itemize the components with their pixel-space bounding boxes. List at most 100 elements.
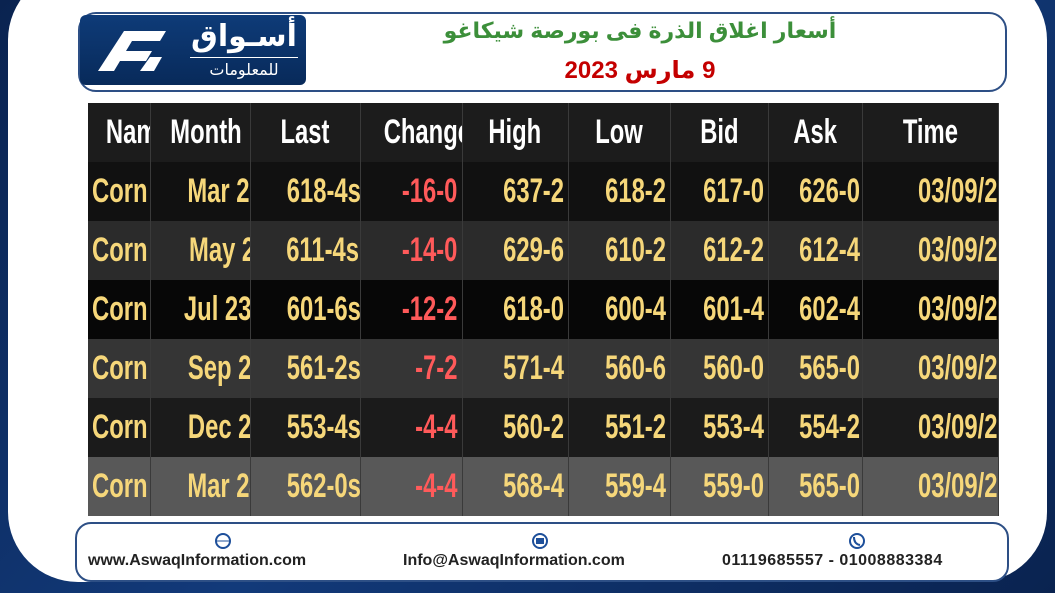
footer-box <box>75 522 1009 582</box>
table-cell-text: 601-4 <box>702 290 764 328</box>
table-cell-text: 559-4 <box>604 467 666 505</box>
table-cell-text: 602-4 <box>798 290 860 328</box>
table-cell-text: 03/09/2023 <box>917 467 997 505</box>
table-cell: 559-4 <box>568 457 671 516</box>
table-cell-text: -7-2 <box>415 349 458 387</box>
table-cell-text: 560-2 <box>502 408 564 446</box>
table-cell: 03/09/2023 <box>862 162 999 221</box>
column-header-text: Name <box>105 113 149 151</box>
table-cell: Corn <box>88 221 151 280</box>
table-cell-text: Corn <box>92 290 148 328</box>
table-cell-text: Corn <box>92 172 148 210</box>
table-cell-text: Jul 23 <box>183 290 250 328</box>
table-cell-text: 618-4s <box>286 172 360 210</box>
column-header-text: Month <box>169 113 242 151</box>
table-cell-text: 617-0 <box>702 172 764 210</box>
table-cell: 618-4s <box>250 162 361 221</box>
table-cell: 553-4s <box>250 398 361 457</box>
column-header: High <box>462 103 569 162</box>
table-cell-text: 601-6s <box>286 290 360 328</box>
table-cell-text: Mar 24 <box>186 467 249 505</box>
table-cell: 610-2 <box>568 221 671 280</box>
table-cell-text: 03/09/2023 <box>917 349 997 387</box>
table-cell-text: 612-2 <box>702 231 764 269</box>
column-header: Ask <box>768 103 863 162</box>
header-row: Name Month Last Change High Low Bid Ask Time <box>88 103 999 162</box>
column-header-text: High <box>488 113 542 151</box>
table-cell-text: 03/09/2023 <box>917 290 997 328</box>
column-header: Last <box>250 103 361 162</box>
table-row: Corn Mar 24 562-0s -4-4 568-4 559-4 559-0 565-0… <box>88 457 999 516</box>
table-cell-text: 03/09/2023 <box>917 231 997 269</box>
table-cell-text: 600-4 <box>604 290 666 328</box>
website: www.AswaqInformation.com <box>88 552 307 569</box>
table-cell: 565-0 <box>768 457 863 516</box>
table-cell-text: -4-4 <box>415 408 458 446</box>
column-header: Bid <box>670 103 769 162</box>
column-header: Low <box>568 103 671 162</box>
table-cell: -14-0 <box>360 221 463 280</box>
table-row: Corn Dec 23 553-4s -4-4 560-2 551-2 553-4 554-2… <box>88 398 999 457</box>
date: 9 مارس 2023 <box>564 57 716 84</box>
table-cell-text: 03/09/2023 <box>917 408 997 446</box>
table-cell: 601-6s <box>250 280 361 339</box>
table-cell: 565-0 <box>768 339 863 398</box>
column-header-text: Bid <box>699 113 739 151</box>
table-cell-text: 565-0 <box>798 467 860 505</box>
table-cell: -4-4 <box>360 457 463 516</box>
table-cell-text: 553-4s <box>286 408 360 446</box>
table-cell: 602-4 <box>768 280 863 339</box>
column-header: Change <box>360 103 463 162</box>
table-cell: 553-4 <box>670 398 769 457</box>
table-cell: 612-2 <box>670 221 769 280</box>
column-header: Time <box>862 103 999 162</box>
table-cell-text: Corn <box>92 231 148 269</box>
table-row: Corn May 23 611-4s -14-0 629-6 610-2 612-2 612-… <box>88 221 999 280</box>
table-cell: Jul 23 <box>150 280 251 339</box>
column-header: Name <box>88 103 151 162</box>
table-cell-text: 618-2 <box>604 172 666 210</box>
table-cell-text: 03/09/2023 <box>917 172 997 210</box>
table-cell: Mar 24 <box>150 457 251 516</box>
phone-icon <box>849 533 865 549</box>
table-cell-text: 559-0 <box>702 467 764 505</box>
logo-mark <box>98 31 166 71</box>
table-row: Corn Mar 23 618-4s -16-0 637-2 618-2 617-0 626-… <box>88 162 999 221</box>
table-cell: Corn <box>88 280 151 339</box>
table-cell-text: 618-0 <box>502 290 564 328</box>
table-cell: 03/09/2023 <box>862 457 999 516</box>
table-cell: 560-2 <box>462 398 569 457</box>
table-cell-text: 562-0s <box>286 467 360 505</box>
table-cell: -7-2 <box>360 339 463 398</box>
table-cell: Mar 23 <box>150 162 251 221</box>
table-cell-text: 568-4 <box>502 467 564 505</box>
table-cell-text: 560-0 <box>702 349 764 387</box>
table-cell: 571-4 <box>462 339 569 398</box>
table-cell-text: 629-6 <box>502 231 564 269</box>
table-cell-text: 561-2s <box>286 349 360 387</box>
table-cell: 561-2s <box>250 339 361 398</box>
table-cell: 560-0 <box>670 339 769 398</box>
column-header-text: Last <box>280 113 330 151</box>
table-cell-text: Sep 23 <box>187 349 250 387</box>
table-cell-text: 553-4 <box>702 408 764 446</box>
table-cell: 618-2 <box>568 162 671 221</box>
table-cell-text: Mar 23 <box>186 172 249 210</box>
table-cell-text: 611-4s <box>285 231 359 269</box>
table-cell: 617-0 <box>670 162 769 221</box>
table-cell: 560-6 <box>568 339 671 398</box>
table-cell-text: May 23 <box>188 231 249 269</box>
table-cell-text: 626-0 <box>798 172 860 210</box>
table-cell-text: 612-4 <box>798 231 860 269</box>
table-cell: 554-2 <box>768 398 863 457</box>
table-cell: May 23 <box>150 221 251 280</box>
table-cell: 629-6 <box>462 221 569 280</box>
table-cell: 611-4s <box>250 221 361 280</box>
phones: 01119685557 - 01008883384 <box>722 552 943 569</box>
email: Info@AswaqInformation.com <box>403 552 625 569</box>
table-cell: -4-4 <box>360 398 463 457</box>
table-row: Corn Sep 23 561-2s -7-2 571-4 560-6 560-0 565-0… <box>88 339 999 398</box>
table-cell: Corn <box>88 398 151 457</box>
table-row: Corn Jul 23 601-6s -12-2 618-0 600-4 601-4 602-… <box>88 280 999 339</box>
